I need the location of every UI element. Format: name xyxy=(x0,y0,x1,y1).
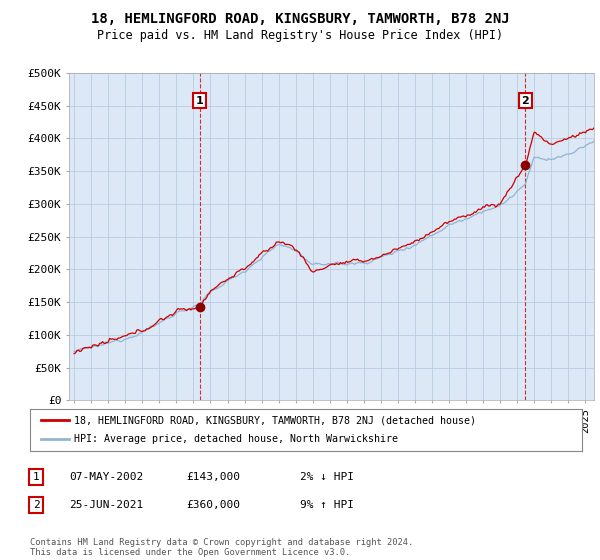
Text: 18, HEMLINGFORD ROAD, KINGSBURY, TAMWORTH, B78 2NJ: 18, HEMLINGFORD ROAD, KINGSBURY, TAMWORT… xyxy=(91,12,509,26)
Text: 18, HEMLINGFORD ROAD, KINGSBURY, TAMWORTH, B78 2NJ (detached house): 18, HEMLINGFORD ROAD, KINGSBURY, TAMWORT… xyxy=(74,415,476,425)
Text: 1: 1 xyxy=(32,472,40,482)
Text: 1: 1 xyxy=(196,96,203,106)
Text: 2: 2 xyxy=(521,96,529,106)
Text: £360,000: £360,000 xyxy=(186,500,240,510)
Text: HPI: Average price, detached house, North Warwickshire: HPI: Average price, detached house, Nort… xyxy=(74,435,398,445)
Text: 07-MAY-2002: 07-MAY-2002 xyxy=(69,472,143,482)
Text: Price paid vs. HM Land Registry's House Price Index (HPI): Price paid vs. HM Land Registry's House … xyxy=(97,29,503,42)
Text: 25-JUN-2021: 25-JUN-2021 xyxy=(69,500,143,510)
Text: 9% ↑ HPI: 9% ↑ HPI xyxy=(300,500,354,510)
Text: 2: 2 xyxy=(32,500,40,510)
Text: 2% ↓ HPI: 2% ↓ HPI xyxy=(300,472,354,482)
Text: Contains HM Land Registry data © Crown copyright and database right 2024.
This d: Contains HM Land Registry data © Crown c… xyxy=(30,538,413,557)
Text: £143,000: £143,000 xyxy=(186,472,240,482)
